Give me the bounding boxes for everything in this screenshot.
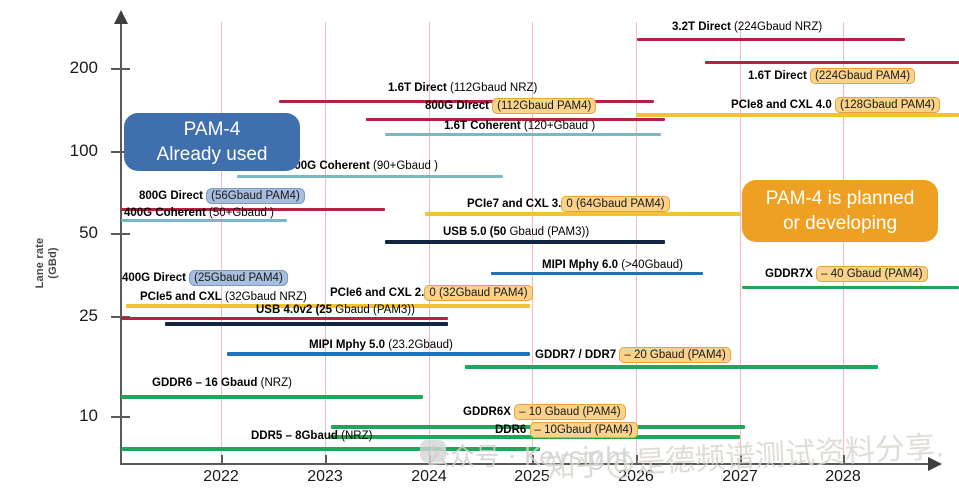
label-400g-coherent: 400G Coherent (50+Gbaud ) — [124, 207, 274, 219]
bar-800g-direct-56-pam4 — [121, 208, 385, 211]
y-tick-200 — [111, 68, 130, 70]
callout-pam4-already-used: PAM-4 Already used — [124, 113, 300, 171]
x-tick-label-2028: 2028 — [825, 468, 861, 485]
x-tick-2023 — [325, 455, 327, 465]
bar-800g-coherent — [237, 175, 503, 178]
label-usb-4-0v2: USB 4.0v2 (25 Gbaud (PAM3)) — [256, 304, 415, 316]
x-tick-2026 — [636, 455, 638, 465]
x-tick-label-2026: 2026 — [618, 468, 654, 485]
bar-1-6t-coherent — [385, 133, 661, 136]
bar-mipi-mphy-5-0 — [227, 352, 530, 356]
label-gddr6x: GDDR6X – 10 Gbaud (PAM4) — [463, 404, 626, 420]
label-ddr6: DDR6 – 10Gbaud (PAM4) — [495, 422, 638, 438]
x-tick-2025 — [532, 455, 534, 465]
gridline-2022 — [221, 22, 223, 463]
y-tick-label-100: 100 — [69, 141, 98, 160]
bar-gddr7x — [742, 286, 959, 289]
x-tick-label-2023: 2023 — [307, 468, 343, 485]
label-800g-coherent: 800G Coherent (90+Gbaud ) — [288, 160, 438, 172]
callout-pam4-planned: PAM-4 is planned or developing — [742, 180, 938, 242]
bar-usb-5-0 — [385, 240, 665, 244]
bar-pcie8-cxl4 — [636, 113, 959, 117]
y-tick-label-25: 25 — [79, 306, 98, 325]
x-tick-label-2025: 2025 — [514, 468, 550, 485]
callout-pam4-already-used-line1: PAM-4 — [183, 119, 241, 140]
bar-gddr6 — [121, 395, 423, 399]
bar-ddr5 — [121, 447, 540, 451]
label-800g-direct-112-pam4: 800G Direct (112Gbaud PAM4) — [425, 98, 597, 114]
x-tick-2027 — [740, 455, 742, 465]
bar-usb-4-0v2-navy — [165, 322, 448, 326]
label-1-6t-coherent: 1.6T Coherent (120+Gbaud ) — [444, 120, 596, 132]
bar-1-6t-direct-224-pam4 — [705, 61, 959, 64]
label-pcie8-cxl4: PCIe8 and CXL 4.0 (128Gbaud PAM4) — [731, 97, 941, 113]
label-1-6t-direct-224-pam4: 1.6T Direct (224Gbaud PAM4) — [748, 68, 916, 84]
x-tick-label-2024: 2024 — [411, 468, 447, 485]
label-pcie6-cxl2: PCIe6 and CXL 2. 0 (32Gbaud PAM4) — [330, 285, 533, 301]
x-axis-arrow-icon — [928, 457, 942, 471]
bar-400g-coherent — [121, 219, 287, 222]
label-400g-direct-25-pam4: 400G Direct (25Gbaud PAM4) — [122, 270, 288, 286]
gridline-2028 — [843, 22, 845, 463]
x-tick-label-2022: 2022 — [203, 468, 239, 485]
label-3-2t-direct: 3.2T Direct (224Gbaud NRZ) — [672, 21, 823, 33]
bar-pcie7-cxl3 — [425, 212, 741, 216]
x-axis — [120, 463, 932, 465]
callout-pam4-already-used-line2: Already used — [156, 144, 268, 165]
label-usb-5-0: USB 5.0 (50 Gbaud (PAM3)) — [443, 226, 590, 238]
y-tick-label-50: 50 — [79, 223, 98, 242]
y-tick-10 — [111, 416, 130, 418]
gridline-2027 — [740, 22, 742, 463]
label-pcie7-cxl3: PCIe7 and CXL 3. 0 (64Gbaud PAM4) — [467, 196, 670, 212]
callout-pam4-planned-line1: PAM-4 is planned — [765, 188, 915, 209]
x-tick-2022 — [221, 455, 223, 465]
callout-pam4-planned-line2: or developing — [782, 213, 898, 234]
x-tick-2028 — [843, 455, 845, 465]
bar-usb-4-0v2-red — [121, 317, 448, 320]
x-tick-label-2027: 2027 — [722, 468, 758, 485]
bar-mipi-mphy-6-0 — [491, 272, 703, 275]
label-800g-direct-56-pam4: 800G Direct (56Gbaud PAM4) — [139, 188, 305, 204]
bar-1-6t-direct-112-nrz — [279, 100, 654, 103]
label-mipi-mphy-5-0: MIPI Mphy 5.0 (23.2Gbaud) — [309, 339, 453, 351]
y-tick-100 — [111, 151, 130, 153]
label-gddr6: GDDR6 – 16 Gbaud (NRZ) — [152, 377, 292, 389]
y-tick-label-10: 10 — [79, 406, 98, 425]
bar-3-2t-direct — [637, 38, 905, 41]
y-tick-label-200: 200 — [69, 58, 98, 77]
label-gddr7-ddr7: GDDR7 / DDR7 – 20 Gbaud (PAM4) — [535, 347, 731, 363]
y-axis-arrow-icon — [114, 10, 128, 24]
label-1-6t-direct-112-nrz: 1.6T Direct (112Gbaud NRZ) — [388, 82, 538, 94]
watermark-badge-icon — [420, 440, 446, 462]
y-tick-25 — [111, 316, 130, 318]
label-pcie5-cxl: PCIe5 and CXL (32Gbaud NRZ) — [140, 291, 307, 303]
y-tick-50 — [111, 233, 130, 235]
bar-pcie5-cxl — [126, 304, 530, 308]
label-gddr7x: GDDR7X – 40 Gbaud (PAM4) — [765, 266, 928, 282]
label-mipi-mphy-6-0: MIPI Mphy 6.0 (>40Gbaud) — [542, 259, 683, 271]
label-ddr5: DDR5 – 8Gbaud (NRZ) — [251, 430, 373, 442]
bar-800g-direct-112-pam4 — [366, 118, 665, 121]
bar-gddr7-ddr7 — [465, 365, 878, 369]
y-axis — [120, 22, 122, 464]
gridline-2023 — [325, 22, 327, 463]
